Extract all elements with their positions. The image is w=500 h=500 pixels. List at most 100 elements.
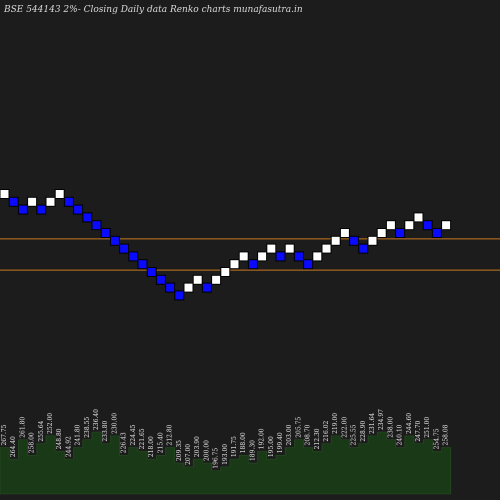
renko-brick-down [137,259,148,270]
level-lines [0,238,500,271]
renko-brick-down [73,204,84,215]
volume-label: 203.90 [194,436,201,457]
volume-label: 221.65 [139,428,146,449]
renko-brick-up [376,228,387,238]
volume-label: 216.02 [323,420,330,441]
volume-label: 244.60 [406,413,413,434]
renko-brick-down [431,228,442,238]
volume-label: 208.70 [305,424,312,445]
volume-label: 193.00 [222,444,229,465]
renko-brick-down [174,290,185,301]
volume-label: 225.55 [351,424,358,445]
renko-brick-up [192,274,203,285]
volume-label: 200.00 [203,440,210,461]
volume-label: 261.80 [19,417,26,438]
renko-brick-up [238,251,249,262]
renko-brick-down [293,251,304,262]
renko-brick-down [119,243,130,254]
renko-brick-down [82,212,93,223]
volume-area-shape [0,431,452,495]
volume-label: 240.10 [397,424,404,445]
renko-brick-up [330,235,341,246]
volume-label: 228.90 [360,420,367,441]
renko-brick-up [321,243,332,254]
renko-brick-down [128,251,139,262]
volume-label: 209.35 [176,440,183,461]
renko-brick-down [303,259,314,270]
volume-label: 207.00 [185,444,192,465]
renko-brick-up [441,220,452,231]
volume-label: 252.00 [47,413,54,434]
volume-label: 247.70 [415,420,422,441]
renko-brick-down [165,282,176,293]
renko-brick-up [229,259,240,270]
volume-label: 196.75 [213,448,220,469]
volume-label: 212.30 [314,428,321,449]
renko-brick-up [211,274,222,285]
renko-brick-down [63,196,74,207]
renko-brick-up [54,189,65,199]
volume-label: 191.75 [231,436,238,457]
renko-brick-up [27,196,38,207]
volume-label: 251.00 [424,417,431,438]
volume-label: 195.00 [268,436,275,457]
renko-brick-up [404,220,415,231]
renko-brick-down [422,220,433,231]
volume-label: 238.55 [84,417,91,438]
renko-brick-up [183,282,194,293]
volume-label: 215.40 [157,432,164,453]
renko-brick-down [8,196,19,207]
renko-brick-up [266,243,277,254]
volume-label: 258.00 [29,432,36,453]
volume-label: 233.80 [102,420,109,441]
volume-label: 234.97 [378,409,385,430]
renko-brick-up [385,220,396,231]
volume-label: 255.64 [38,420,45,441]
volume-label: 241.80 [75,424,82,445]
renko-bricks [0,189,452,301]
volume-label: 254.75 [433,428,440,449]
renko-brick-down [349,235,360,246]
renko-brick-down [100,228,111,238]
volume-label: 199.40 [277,432,284,453]
renko-brick-down [17,204,28,215]
renko-brick-down [155,274,166,285]
volume-label: 188.00 [240,432,247,453]
renko-brick-down [146,267,157,277]
volume-label: 192.00 [259,428,266,449]
volume-label: 258.08 [443,424,450,445]
volume-label: 222.00 [341,417,348,438]
renko-brick-up [45,196,56,207]
renko-brick-down [36,204,47,215]
renko-brick-down [91,220,102,231]
volume-label: 264.40 [10,436,17,457]
volume-label: 267.75 [1,424,8,445]
volume-label: 218.00 [148,436,155,457]
volume-label: 212.80 [167,424,174,445]
volume-label: 244.92 [65,436,72,457]
renko-brick-up [220,267,231,277]
volume-label: 231.64 [369,413,376,434]
renko-brick-up [257,251,268,262]
volume-label: 189.30 [249,440,256,461]
volume-label: 219.00 [332,413,339,434]
renko-brick-up [413,212,424,223]
volume-label: 230.00 [111,413,118,434]
chart-title: BSE 544143 2%- Closing Daily data Renko … [3,5,303,15]
renko-brick-down [358,243,369,254]
renko-brick-up [312,251,323,262]
renko-brick-down [201,282,212,293]
volume-area [0,431,452,495]
renko-brick-down [275,251,286,262]
renko-brick-up [0,189,10,199]
volume-label: 226.43 [121,432,128,453]
volume-label: 238.00 [387,417,394,438]
renko-brick-up [367,235,378,246]
volume-label: 248.80 [56,428,63,449]
volume-label: 205.75 [295,417,302,438]
volume-label: 203.00 [286,424,293,445]
renko-brick-up [339,228,350,238]
